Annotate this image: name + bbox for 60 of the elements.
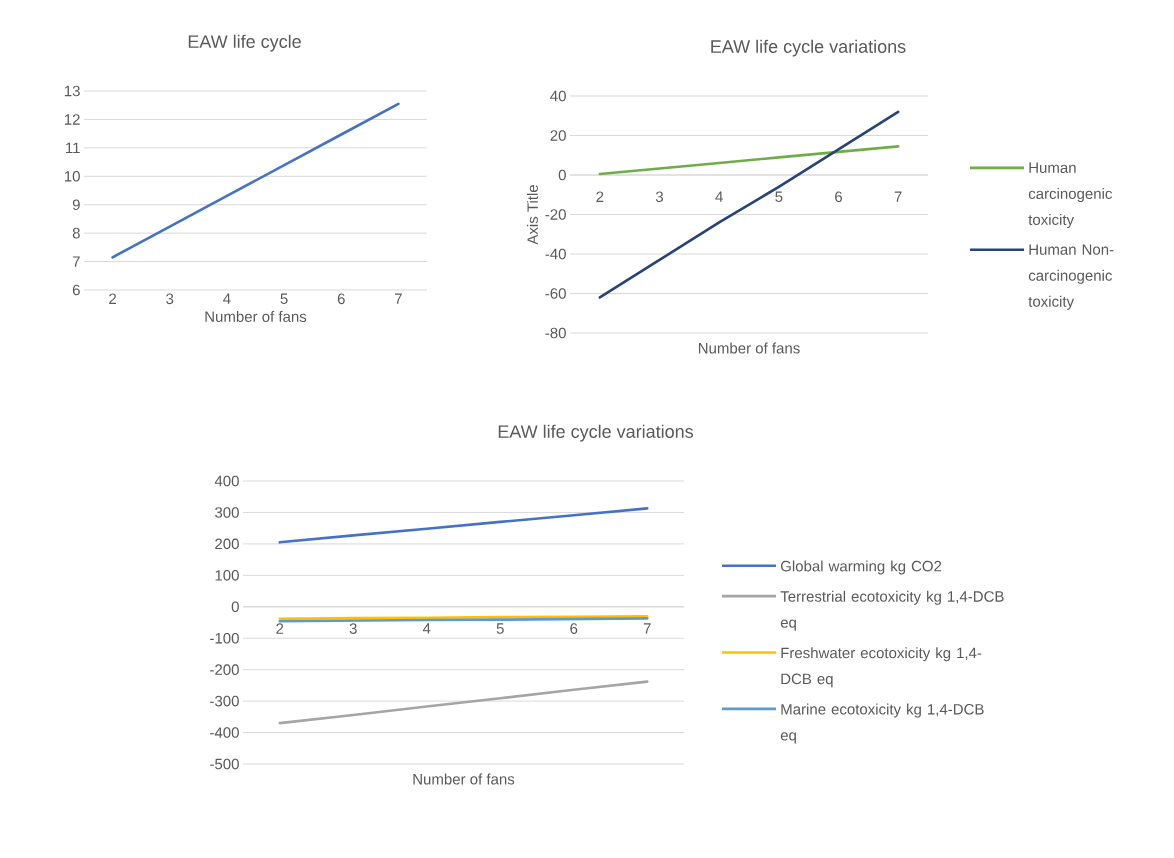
y-tick-label: -100	[210, 632, 239, 644]
y-tick-label: 200	[215, 538, 239, 550]
x-tick-label: 7	[643, 623, 651, 634]
y-tick-label: 7	[72, 256, 80, 267]
chart-title: EAW life cycle variations	[498, 424, 694, 442]
y-tick-label: -60	[545, 288, 566, 299]
x-tick-label: 7	[395, 293, 402, 304]
chart-title: EAW life cycle	[188, 34, 301, 52]
y-axis-title: Axis Title	[526, 185, 538, 245]
y-tick-label: -40	[545, 248, 566, 260]
y-tick-label: -400	[210, 727, 239, 738]
legend-label: Human carcinogenic toxicity	[1028, 162, 1113, 228]
x-tick-label: 6	[337, 293, 345, 305]
x-tick-label: 6	[570, 623, 578, 634]
legend-label: Global warming kg CO2	[780, 560, 942, 575]
y-tick-label: 300	[215, 507, 239, 518]
legend-label: Marine ecotoxicity kg 1,4-DCB eq	[780, 703, 984, 744]
line-series	[278, 680, 649, 725]
y-tick-label: 11	[66, 142, 80, 154]
y-tick-label: 6	[72, 284, 80, 296]
y-tick-label: -500	[210, 758, 239, 770]
chart-title: EAW life cycle variations	[711, 39, 906, 57]
y-tick-label: 13	[64, 85, 80, 97]
y-tick-label: -300	[210, 695, 239, 707]
legend-label: Human Non-carcinogenic toxicity	[1028, 244, 1114, 310]
y-tick-label: 9	[72, 199, 80, 211]
y-tick-label: 0	[231, 601, 239, 613]
y-tick-label: 20	[550, 130, 566, 141]
y-tick-label: 12	[64, 114, 80, 125]
x-tick-label: 3	[655, 191, 664, 203]
legend-label: Freshwater ecotoxicity kg 1,4-DCB eq	[781, 647, 982, 688]
y-tick-label: -200	[210, 664, 239, 675]
x-tick-label: 3	[349, 623, 357, 634]
x-tick-label: 5	[496, 623, 504, 634]
y-tick-label: 40	[550, 90, 566, 102]
y-tick-label: 8	[72, 227, 80, 239]
y-tick-label: 400	[214, 475, 239, 487]
y-tick-label: 100	[215, 570, 239, 581]
x-tick-label: 2	[109, 293, 117, 304]
x-axis-title: Number of fans	[413, 773, 515, 785]
y-tick-label: 10	[64, 170, 80, 182]
x-tick-label: 5	[280, 293, 288, 304]
x-tick-label: 4	[223, 293, 231, 304]
line-series	[598, 110, 900, 299]
x-tick-label: 3	[166, 293, 174, 305]
x-tick-label: 2	[596, 191, 604, 202]
x-tick-label: 6	[835, 191, 843, 203]
y-tick-label: 0	[558, 169, 566, 181]
line-series	[278, 507, 649, 544]
y-tick-label: -20	[545, 209, 566, 220]
x-tick-label: 2	[276, 623, 284, 634]
x-tick-label: 4	[715, 191, 723, 202]
y-tick-label: -80	[545, 327, 566, 339]
x-axis-title: Number of fans	[205, 310, 307, 322]
x-tick-label: 5	[775, 191, 783, 202]
legend-label: Terrestrial ecotoxicity kg 1,4-DCB eq	[780, 590, 1004, 631]
line-series	[598, 145, 900, 176]
x-axis-title: Number of fans	[698, 342, 800, 354]
x-tick-label: 4	[422, 623, 431, 634]
x-tick-label: 7	[894, 191, 902, 202]
